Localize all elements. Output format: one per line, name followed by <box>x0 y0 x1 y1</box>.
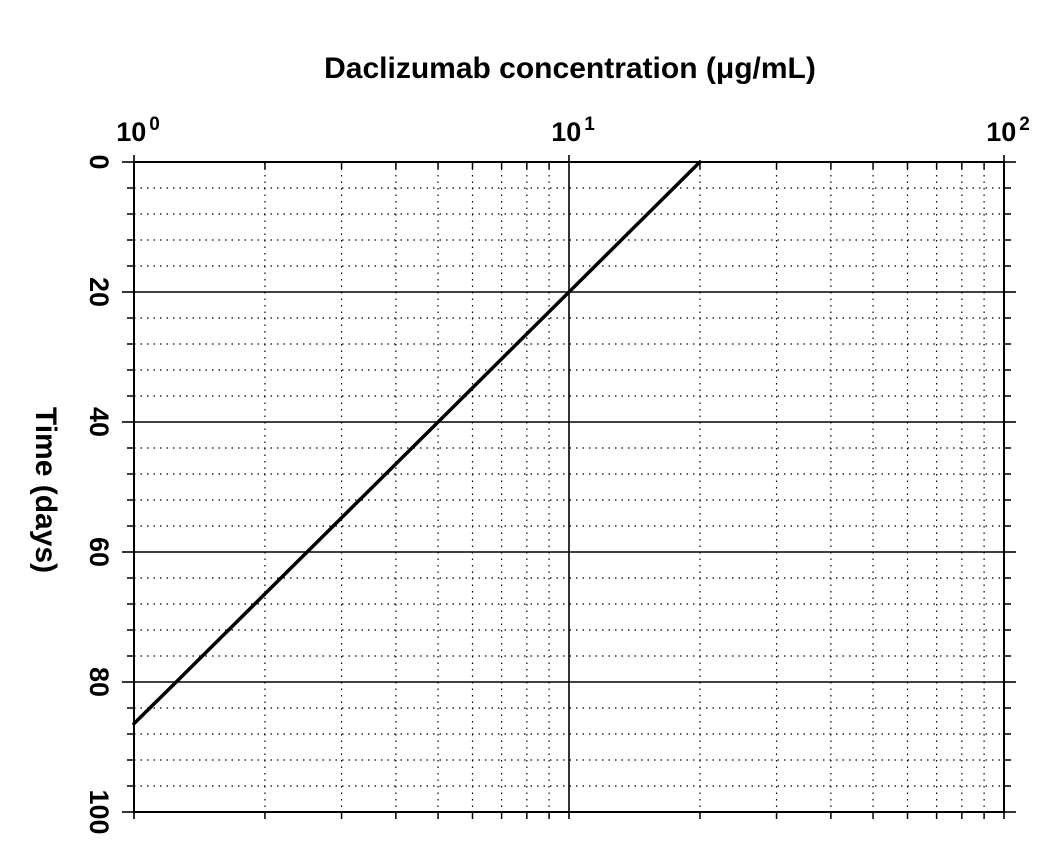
series-line <box>132 160 702 726</box>
y-tick-label: 80 <box>84 667 114 697</box>
y-tick-label: 60 <box>84 537 114 567</box>
x-axis-title: Daclizumab concentration (μg/mL) <box>324 52 816 85</box>
x-tick-label: 10 0 <box>116 114 160 147</box>
y-tick-labels: 0 20 40 60 80 100 <box>84 154 114 834</box>
y-tick-label: 100 <box>84 789 114 834</box>
y-tick-label: 20 <box>84 277 114 307</box>
x-tick-labels: 10 0 10 1 10 2 <box>116 114 1030 147</box>
series-layer <box>132 160 702 726</box>
axis-ticks <box>122 155 1016 819</box>
y-tick-label: 40 <box>84 407 114 437</box>
minor-grid <box>134 162 1004 812</box>
plot-frame <box>133 161 1005 813</box>
y-axis-title: Time (days) <box>29 407 62 573</box>
x-tick-label: 10 1 <box>551 114 595 147</box>
y-tick-label: 0 <box>84 154 114 169</box>
plot-border <box>133 161 1005 813</box>
x-tick-label: 10 2 <box>986 114 1030 147</box>
